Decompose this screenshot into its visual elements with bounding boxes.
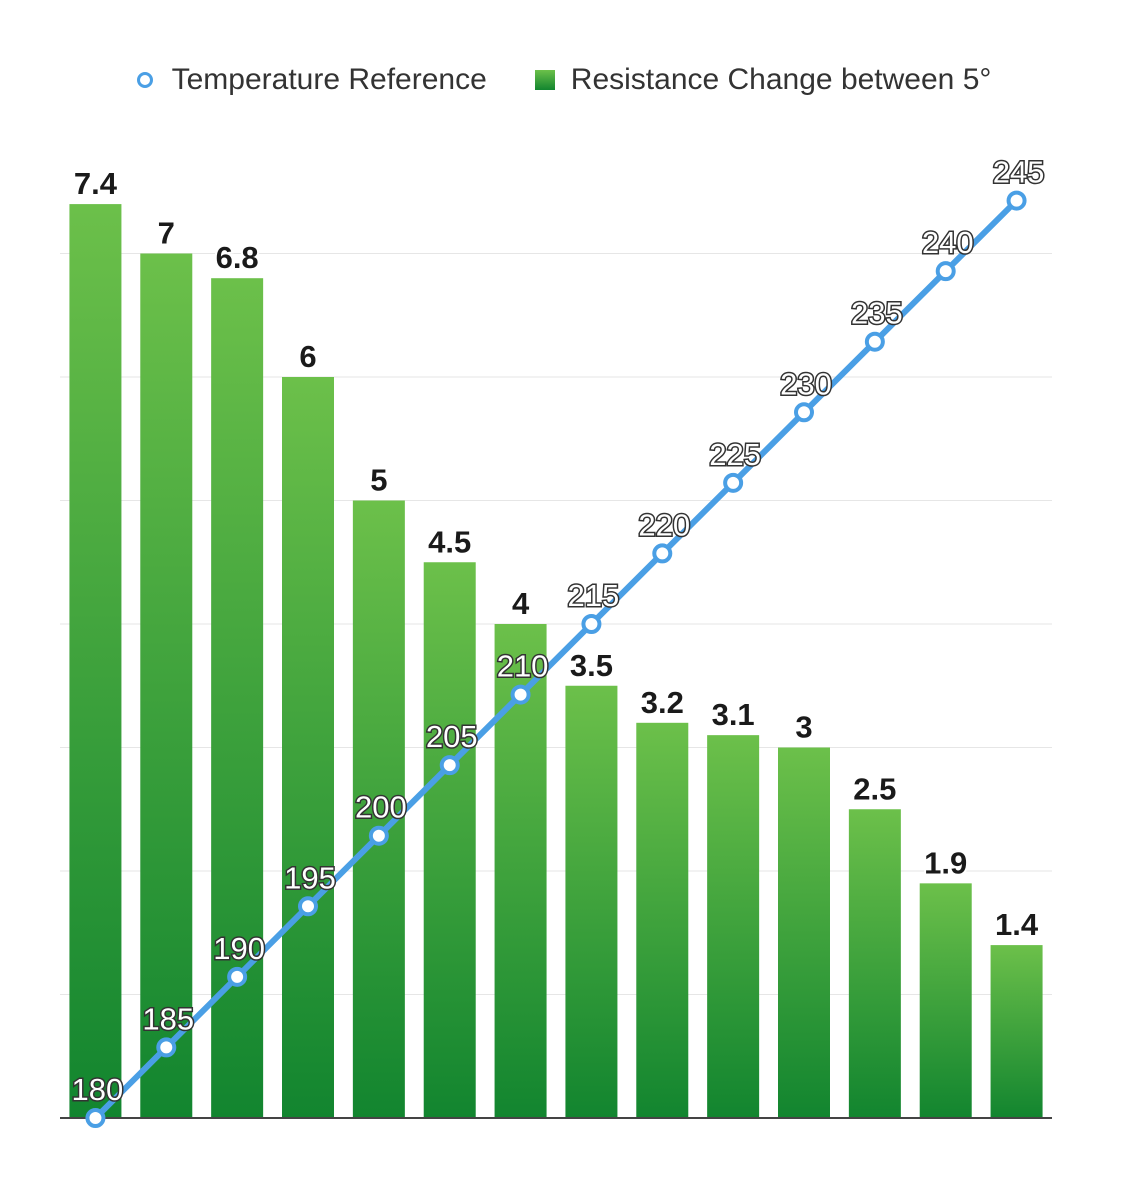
- bar[interactable]: [494, 624, 547, 1118]
- temperature-point[interactable]: [227, 966, 248, 987]
- temperature-value-label: 215: [568, 578, 620, 613]
- temperature-point[interactable]: [510, 684, 531, 705]
- bar[interactable]: [565, 685, 618, 1118]
- temperature-point[interactable]: [723, 472, 744, 493]
- bar-value-label: 4: [512, 586, 530, 621]
- bar[interactable]: [423, 562, 476, 1118]
- temperature-value-label: 230: [780, 366, 832, 401]
- temperature-value-label: 205: [426, 719, 478, 754]
- bar[interactable]: [352, 500, 405, 1119]
- legend-label-temperature: Temperature Reference: [171, 63, 487, 96]
- temperature-value-label: 240: [922, 225, 974, 260]
- temperature-value-label: 235: [851, 296, 903, 331]
- bar[interactable]: [990, 945, 1043, 1118]
- temperature-value-label: 225: [709, 437, 761, 472]
- bar-value-label: 7: [158, 216, 175, 251]
- chart-legend: Temperature Reference Resistance Change …: [0, 58, 1125, 102]
- bar[interactable]: [140, 253, 193, 1119]
- bar[interactable]: [848, 809, 901, 1118]
- bar[interactable]: [69, 204, 122, 1119]
- bar[interactable]: [707, 735, 760, 1118]
- temperature-value-label: 200: [355, 790, 407, 825]
- legend-item-resistance[interactable]: Resistance Change between 5°: [534, 63, 992, 97]
- bar-value-label: 3.1: [712, 697, 755, 732]
- temperature-value-label: 180: [72, 1072, 124, 1107]
- temperature-value-label: 220: [638, 507, 690, 542]
- temperature-point[interactable]: [581, 614, 602, 634]
- temperature-point[interactable]: [1006, 190, 1027, 211]
- bar-value-label: 3.5: [570, 648, 613, 683]
- temperature-point[interactable]: [439, 755, 460, 776]
- bar-value-label: 4.5: [428, 524, 471, 559]
- temperature-point[interactable]: [85, 1108, 106, 1128]
- bar-value-label: 2.5: [853, 771, 896, 806]
- temperature-value-label: 195: [284, 860, 336, 895]
- temperature-point[interactable]: [652, 543, 673, 564]
- temperature-point[interactable]: [935, 261, 956, 282]
- temperature-point[interactable]: [794, 402, 814, 423]
- temperature-value-label: 185: [142, 1001, 194, 1036]
- bar[interactable]: [282, 377, 334, 1118]
- bar-value-label: 7.4: [74, 166, 118, 201]
- bar-value-label: 1.4: [995, 907, 1039, 942]
- bar-value-label: 6.8: [216, 240, 259, 275]
- line-marker-icon: [134, 69, 156, 91]
- bar[interactable]: [636, 722, 689, 1118]
- temperature-value-label: 190: [213, 931, 265, 966]
- bar[interactable]: [778, 747, 830, 1119]
- bar-marker-icon: [534, 70, 555, 90]
- bar-value-label: 1.9: [924, 845, 967, 880]
- bar[interactable]: [919, 883, 972, 1118]
- bar-value-label: 3.2: [641, 685, 684, 720]
- bar-value-label: 5: [370, 463, 387, 498]
- legend-label-resistance: Resistance Change between 5°: [570, 63, 992, 96]
- temperature-point[interactable]: [298, 896, 318, 917]
- legend-item-temperature[interactable]: Temperature Reference: [134, 63, 487, 97]
- temperature-point[interactable]: [864, 331, 885, 352]
- temperature-line: [92, 197, 1020, 1121]
- temperature-value-label: 210: [497, 649, 549, 684]
- temperature-value-label: 245: [993, 155, 1045, 190]
- bar-value-label: 3: [795, 710, 812, 745]
- temperature-point[interactable]: [368, 825, 389, 846]
- bar-value-label: 6: [299, 339, 316, 374]
- temperature-point[interactable]: [156, 1037, 177, 1058]
